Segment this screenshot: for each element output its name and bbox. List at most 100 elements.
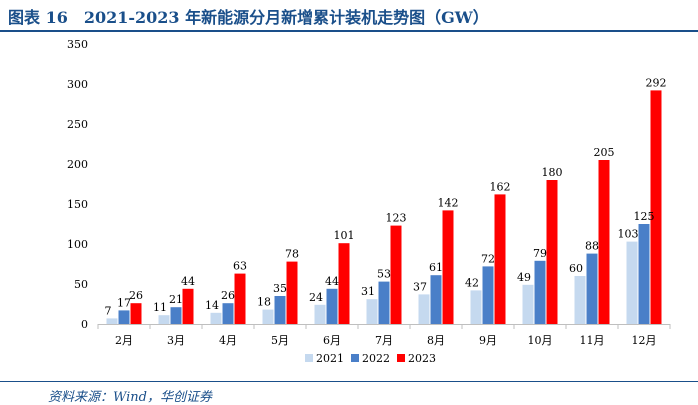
y-tick-label: 300	[67, 78, 88, 91]
data-label: 125	[634, 210, 655, 223]
bar-2022	[222, 303, 234, 324]
y-tick-label: 250	[67, 118, 88, 131]
bar-2021	[106, 318, 118, 324]
legend-label: 2023	[408, 352, 436, 365]
bar-2023	[546, 180, 558, 324]
data-label: 101	[334, 229, 355, 242]
source-divider	[0, 381, 698, 382]
x-tick-label: 11月	[580, 334, 605, 347]
data-label: 180	[542, 166, 563, 179]
legend-label: 2022	[362, 352, 390, 365]
data-label: 49	[517, 271, 531, 284]
data-label: 35	[273, 282, 287, 295]
data-label: 103	[618, 228, 639, 241]
data-label: 11	[153, 301, 167, 314]
data-label: 78	[285, 248, 299, 261]
data-label: 60	[569, 262, 583, 275]
data-label: 31	[361, 285, 375, 298]
bar-2023	[494, 194, 506, 324]
data-label: 7	[105, 304, 112, 317]
bar-2022	[534, 260, 546, 324]
data-label: 26	[129, 289, 143, 302]
bar-2023	[442, 210, 454, 324]
bar-2022	[378, 281, 390, 324]
data-label: 292	[646, 76, 667, 89]
source-note: 资料来源：Wind，华创证券	[48, 390, 212, 405]
data-label: 63	[233, 260, 247, 273]
bar-2021	[574, 276, 586, 324]
legend: 2021 2022 2023	[305, 352, 436, 365]
bar-2023	[598, 160, 610, 324]
bar-2023	[182, 288, 194, 324]
data-label: 21	[169, 293, 183, 306]
legend-swatch	[305, 354, 313, 362]
y-tick-label: 350	[67, 38, 88, 51]
x-tick-label: 12月	[632, 334, 657, 347]
x-tick-label: 9月	[479, 334, 497, 347]
bar-2021	[262, 309, 274, 324]
data-label: 123	[386, 212, 407, 225]
data-label: 88	[585, 240, 599, 253]
y-tick-label: 100	[67, 238, 88, 251]
data-label: 14	[205, 299, 219, 312]
bars	[106, 90, 662, 325]
x-tick-label: 6月	[323, 334, 341, 347]
bar-2021	[522, 284, 534, 324]
bar-2022	[638, 224, 650, 324]
data-label: 44	[325, 275, 339, 288]
x-tick-label: 4月	[219, 334, 237, 347]
y-tick-label: 50	[74, 278, 88, 291]
data-label: 37	[413, 280, 427, 293]
chart-title: 图表 16 2021-2023 年新能源分月新增累计装机走势图（GW）	[8, 8, 489, 27]
x-tick-label: 3月	[167, 334, 185, 347]
y-axis: 0 50 100 150 200 250 300 350	[67, 38, 88, 331]
bar-2023	[390, 225, 402, 324]
data-label: 142	[438, 196, 459, 209]
bar-2022	[326, 288, 338, 324]
bar-2022	[586, 253, 598, 324]
legend-swatch	[351, 354, 359, 362]
y-tick-label: 150	[67, 198, 88, 211]
x-tick-label: 2月	[115, 334, 133, 347]
bar-2021	[418, 294, 430, 324]
x-axis: 2月 3月 4月 5月 6月 7月 8月 9月 10月 11月 12月	[97, 324, 671, 347]
bar-2022	[274, 296, 286, 324]
bar-2021	[210, 312, 222, 324]
bar-2021	[366, 299, 378, 324]
title-divider	[0, 30, 698, 32]
data-label: 72	[481, 252, 495, 265]
bar-2023	[130, 303, 142, 324]
data-label: 44	[181, 275, 195, 288]
bar-2023	[650, 90, 662, 325]
legend-label: 2021	[316, 352, 344, 365]
data-label: 79	[533, 247, 547, 260]
y-tick-label: 0	[81, 318, 88, 331]
bar-2022	[118, 310, 130, 324]
data-label: 53	[377, 268, 391, 281]
data-label: 26	[221, 289, 235, 302]
legend-swatch	[397, 354, 405, 362]
data-label: 18	[257, 296, 271, 309]
bar-2021	[626, 241, 638, 324]
data-label: 42	[465, 276, 479, 289]
bar-2022	[482, 266, 494, 324]
data-label: 205	[594, 146, 615, 159]
bar-2021	[158, 315, 170, 324]
x-tick-label: 5月	[271, 334, 289, 347]
data-label: 162	[490, 180, 511, 193]
data-label: 24	[309, 291, 323, 304]
y-tick-label: 200	[67, 158, 88, 171]
bar-2023	[286, 261, 298, 324]
bar-2023	[234, 273, 246, 324]
bar-2023	[338, 243, 350, 324]
bar-2021	[470, 290, 482, 324]
bar-2022	[430, 275, 442, 324]
x-tick-label: 10月	[528, 334, 553, 347]
bar-chart: 0 50 100 150 200 250 300 350 2月 3月 4月 5月 6月 7月 8月 9月 10…	[67, 38, 671, 365]
data-labels: 7172611214414266318357824441013153123376…	[105, 76, 667, 317]
x-tick-label: 7月	[375, 334, 393, 347]
data-label: 61	[429, 261, 443, 274]
data-label: 17	[117, 296, 131, 309]
bar-2021	[314, 304, 326, 324]
bar-2022	[170, 307, 182, 324]
